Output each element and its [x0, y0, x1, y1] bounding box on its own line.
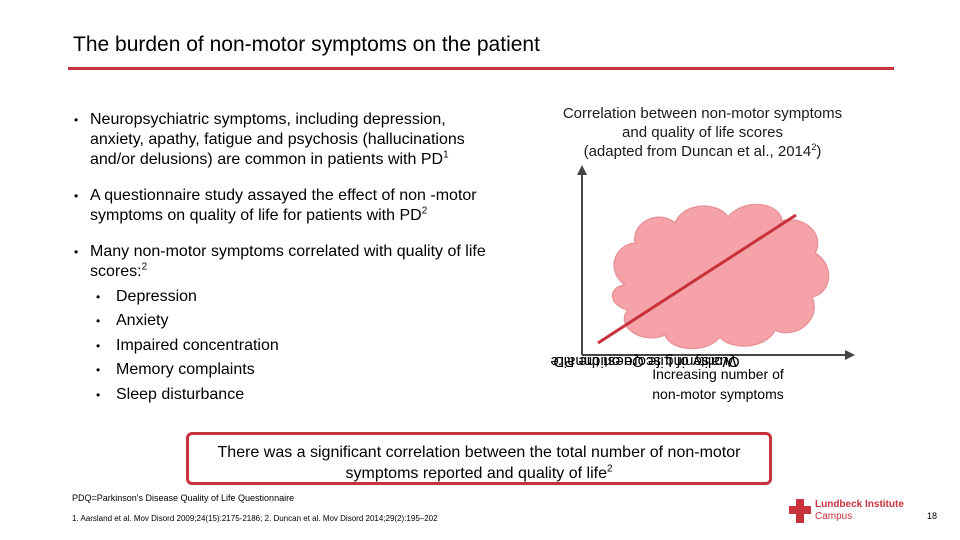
slide-title: The burden of non-motor symptoms on the … [73, 33, 540, 56]
bullet-text: Neuropsychiatric symptoms, including dep… [90, 111, 465, 168]
figure-title-line: Correlation between non-motor symptoms [562, 105, 843, 122]
sub-bullet: Sleep disturbance [90, 383, 492, 408]
superscript: 2 [811, 142, 817, 152]
page-number: 18 [927, 511, 938, 521]
superscript: 2 [606, 463, 613, 475]
sub-bullet: Memory complaints [90, 358, 492, 383]
callout: There was a significant correlation betw… [186, 432, 772, 485]
figure-title-line: and quality of life scores [622, 124, 783, 141]
logo-sub: Campus [815, 511, 853, 522]
x-label-line: Increasing number of [652, 366, 784, 382]
bullet-text: Many non-motor symptoms correlated with … [90, 243, 486, 280]
logo-icon [789, 499, 811, 523]
caption-end: ) [816, 143, 822, 160]
bullet: Neuropsychiatric symptoms, including dep… [72, 110, 492, 170]
sub-list: Depression Anxiety Impaired concentratio… [90, 285, 492, 407]
superscript: 2 [421, 205, 428, 217]
sub-bullet: Impaired concentration [90, 334, 492, 359]
x-label-line: non-motor symptoms [652, 386, 784, 402]
trend-line [597, 213, 797, 345]
title-rule [68, 67, 894, 70]
logo-name: Lundbeck Institute [815, 499, 904, 510]
arrow-head [845, 350, 855, 360]
bullet: Many non-motor symptoms correlated with … [72, 242, 492, 407]
cloud [611, 203, 830, 350]
arrow-head [577, 165, 587, 175]
callout-text: There was a significant correlation betw… [217, 444, 741, 482]
figure-title: Correlation between non-motor symptoms a… [515, 104, 890, 161]
sub-bullet: Depression [90, 285, 492, 310]
schematic [577, 165, 855, 360]
abbreviation: PDQ=Parkinson's Disease Quality of Life … [72, 493, 295, 503]
bullet: A questionnaire study assayed the effect… [72, 186, 492, 226]
caption-text: (adapted from Duncan et al., 2014 [583, 143, 812, 160]
superscript: 2 [141, 261, 148, 273]
superscript: 1 [443, 149, 449, 161]
bullet-list: Neuropsychiatric symptoms, including dep… [72, 110, 492, 423]
x-axis-label: Increasing number of non-motor symptoms [608, 364, 828, 404]
figure-caption: (adapted from Duncan et al., 20142) [515, 142, 890, 161]
bullet-text: A questionnaire study assayed the effect… [90, 187, 477, 224]
sub-bullet: Anxiety [90, 309, 492, 334]
references: 1. Aarsland et al. Mov Disord 2009;24(15… [72, 514, 438, 523]
